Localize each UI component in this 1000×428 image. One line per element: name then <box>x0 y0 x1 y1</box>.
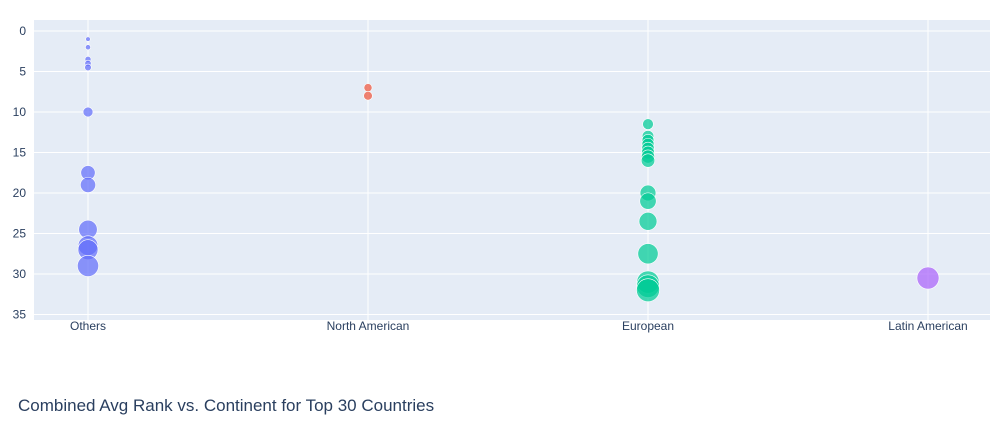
data-point[interactable] <box>77 254 99 277</box>
data-point[interactable] <box>84 63 92 72</box>
x-tick-label: European <box>622 319 674 333</box>
data-point[interactable] <box>363 91 373 101</box>
plot-background <box>34 20 990 320</box>
y-tick-label: 15 <box>13 146 27 160</box>
x-tick-label: Latin American <box>888 319 967 333</box>
y-tick-label: 0 <box>19 24 26 38</box>
data-point[interactable] <box>85 36 91 42</box>
data-point[interactable] <box>82 106 94 118</box>
y-tick-label: 10 <box>13 105 27 119</box>
y-tick-label: 30 <box>13 267 27 281</box>
data-point[interactable] <box>85 44 91 51</box>
data-points <box>77 36 940 303</box>
data-point[interactable] <box>638 212 658 231</box>
gridlines <box>34 20 990 320</box>
data-point[interactable] <box>642 118 654 130</box>
data-point[interactable] <box>637 243 659 265</box>
chart-title: Combined Avg Rank vs. Continent for Top … <box>18 396 435 415</box>
data-point[interactable] <box>640 153 656 168</box>
y-tick-label: 25 <box>13 227 27 241</box>
y-tick-label: 20 <box>13 186 27 200</box>
y-tick-label: 35 <box>13 308 27 322</box>
data-point[interactable] <box>636 278 660 303</box>
x-tick-label: North American <box>327 319 410 333</box>
data-point[interactable] <box>916 266 940 290</box>
y-tick-label: 5 <box>19 65 26 79</box>
x-axis: Others North American European Latin Americ… <box>70 319 968 333</box>
x-tick-label: Others <box>70 319 106 333</box>
data-point[interactable] <box>80 176 96 193</box>
data-point[interactable] <box>639 192 657 210</box>
data-point[interactable] <box>363 83 373 93</box>
y-axis: 0 5 10 15 20 25 30 35 <box>13 24 27 322</box>
